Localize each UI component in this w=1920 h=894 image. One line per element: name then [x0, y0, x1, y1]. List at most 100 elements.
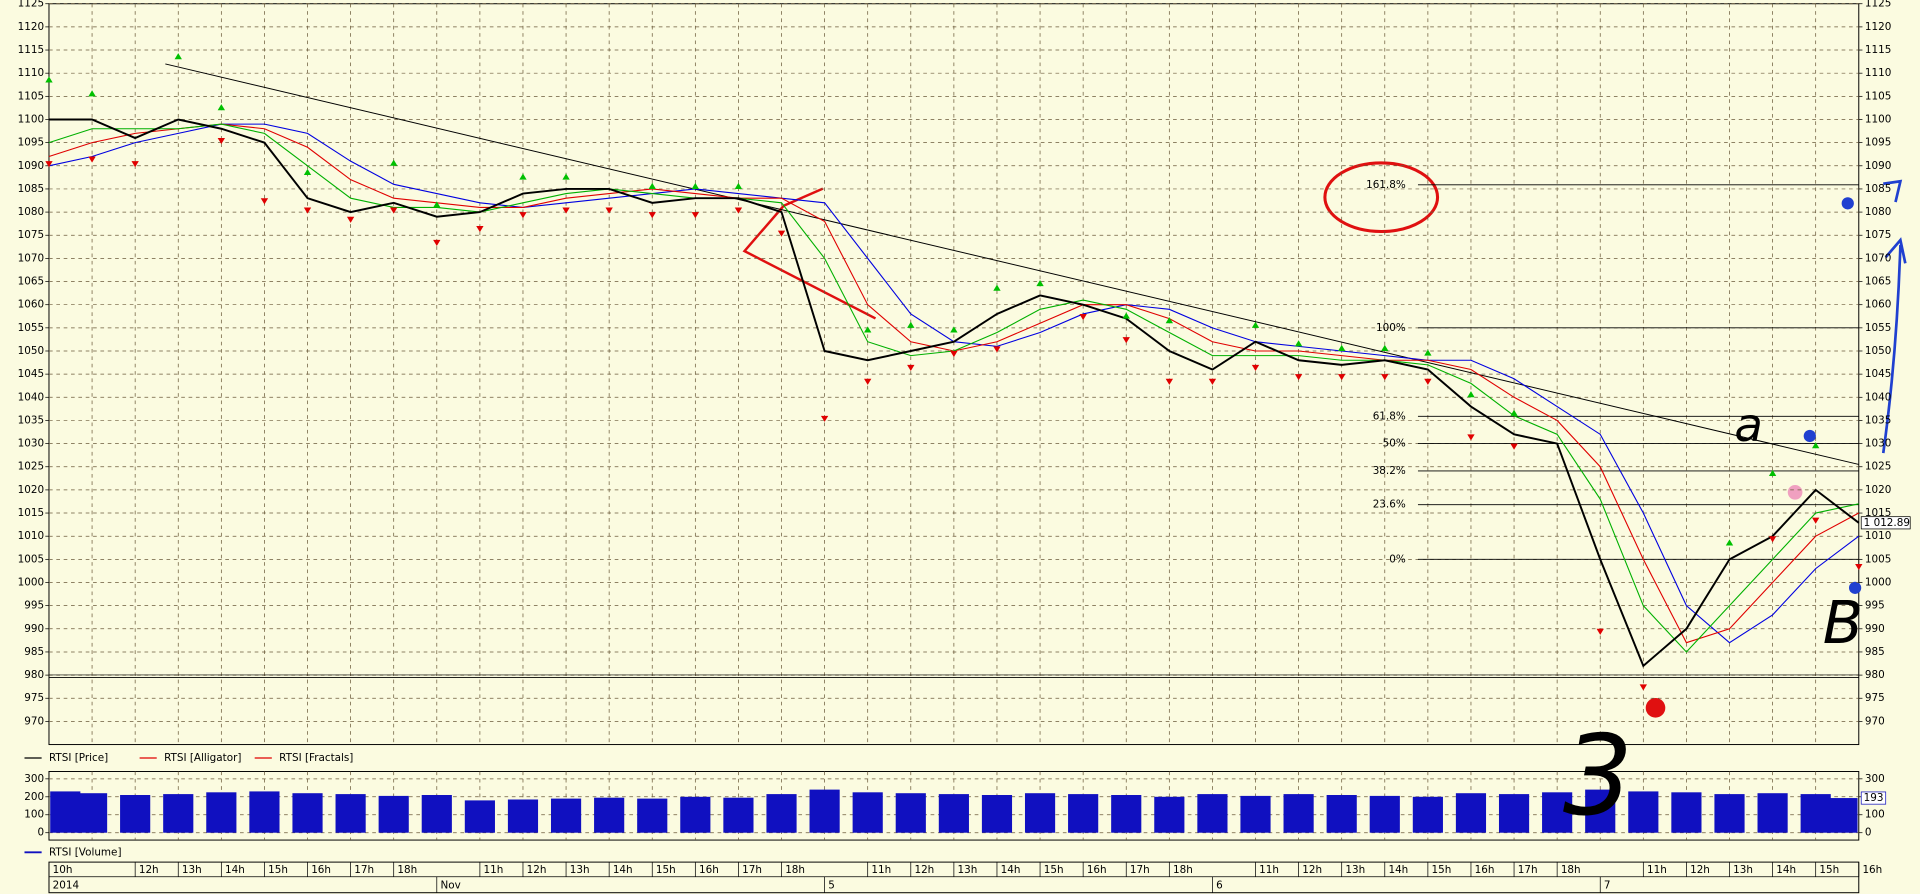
- last-volume-label: 193: [1864, 792, 1884, 804]
- fractal-up: [1251, 321, 1260, 328]
- x-tick-label: 18h: [1561, 864, 1581, 876]
- volume-bar: [938, 794, 969, 833]
- fib-label: 23.6%: [1373, 499, 1406, 511]
- fractal-up: [648, 182, 656, 189]
- fractal-down: [562, 207, 570, 214]
- y-tick-label: 1045: [18, 368, 44, 380]
- x-tick-label: 17h: [742, 864, 762, 876]
- y-tick-label: 1080: [18, 206, 44, 218]
- x-tick-label: 17h: [1518, 864, 1538, 876]
- y-tick-label: 1035: [18, 414, 44, 426]
- y-tick-label: 300: [24, 773, 44, 785]
- y-tick-label: 1015: [1865, 507, 1891, 519]
- volume-bar: [809, 789, 840, 833]
- fractal-up: [562, 173, 570, 180]
- fractal-down: [1768, 536, 1777, 543]
- legend-label: RTSI [Fractals]: [279, 752, 353, 764]
- fractal-down: [648, 212, 656, 219]
- y-tick-label: 1095: [18, 137, 44, 149]
- date-label: 5: [828, 879, 835, 891]
- y-tick-label: 1025: [1865, 461, 1891, 473]
- fractal-down: [390, 207, 398, 214]
- fractal-down: [1467, 434, 1475, 441]
- x-tick-label: 11h: [1259, 864, 1279, 876]
- fractal-up: [174, 53, 182, 60]
- date-label: 7: [1604, 879, 1611, 891]
- x-tick-label: 16h: [1862, 864, 1882, 876]
- y-tick-label: 300: [1865, 773, 1885, 785]
- x-tick-label: 12h: [527, 864, 547, 876]
- x-tick-label: 15h: [268, 864, 288, 876]
- x-tick-label: 13h: [182, 864, 202, 876]
- annotation: B: [1823, 588, 1863, 657]
- legend-label: RTSI [Volume]: [49, 846, 122, 858]
- volume-bar: [1068, 794, 1099, 833]
- x-tick-label: 16h: [1087, 864, 1107, 876]
- fractal-up: [88, 90, 96, 97]
- volume-bar: [1757, 793, 1788, 833]
- x-tick-label: 14h: [1001, 864, 1021, 876]
- y-tick-label: 1045: [1865, 368, 1891, 380]
- fractal-down: [605, 207, 613, 214]
- fractal-down: [820, 415, 829, 422]
- last-value-label: 1 012.89: [1864, 517, 1910, 529]
- fractal-down: [45, 161, 53, 168]
- y-tick-label: 1005: [18, 553, 44, 565]
- fractal-up: [303, 168, 312, 176]
- volume-bar: [120, 795, 151, 833]
- y-tick-label: 1050: [1865, 345, 1891, 357]
- volume-bar: [1197, 794, 1228, 833]
- volume-bar: [76, 793, 108, 833]
- volume-bar: [723, 797, 754, 833]
- fractal-up: [1768, 469, 1777, 477]
- fractal-up: [1036, 280, 1044, 287]
- y-tick-label: 1030: [1865, 438, 1891, 450]
- y-tick-label: 970: [24, 715, 44, 727]
- fib-label: 50%: [1383, 438, 1406, 450]
- volume-bar: [680, 796, 711, 833]
- volume-bar: [1283, 794, 1314, 833]
- fractal-up: [907, 321, 915, 328]
- y-tick-label: 1095: [1865, 137, 1891, 149]
- volume-bar: [1240, 795, 1271, 833]
- fractal-down: [1381, 374, 1389, 381]
- date-label: 2014: [53, 879, 80, 891]
- y-tick-label: 1125: [1865, 0, 1891, 10]
- legend-label: RTSI [Price]: [49, 752, 108, 764]
- y-tick-label: 980: [1865, 669, 1885, 681]
- y-tick-label: 1030: [18, 438, 44, 450]
- x-tick-label: 17h: [1130, 864, 1150, 876]
- volume-bar: [1154, 796, 1185, 833]
- x-tick-label: 16h: [311, 864, 331, 876]
- fractal-up: [1122, 312, 1130, 319]
- volume-bar: [981, 795, 1013, 833]
- x-tick-label: 15h: [656, 864, 676, 876]
- volume-bar: [507, 799, 539, 833]
- y-tick-label: 1060: [1865, 299, 1891, 311]
- y-tick-label: 1085: [1865, 183, 1891, 195]
- fractal-down: [864, 378, 872, 385]
- volume-bar: [1412, 796, 1443, 833]
- y-tick-label: 100: [24, 809, 44, 821]
- y-tick-label: 1050: [18, 345, 44, 357]
- volume-bar: [1326, 795, 1357, 833]
- legend-label: RTSI [Alligator]: [164, 752, 241, 764]
- x-tick-label: 12h: [914, 864, 934, 876]
- fractal-down: [217, 138, 226, 145]
- fractal-down: [1208, 378, 1217, 385]
- fractal-up: [691, 182, 700, 189]
- fractal-down: [303, 207, 312, 214]
- annotation-stroke: [742, 187, 877, 320]
- annotation-dot: [1645, 698, 1666, 718]
- fractal-down: [950, 350, 958, 358]
- fib-label: 61.8%: [1373, 410, 1406, 422]
- fractal-down: [691, 212, 700, 219]
- x-tick-label: 13h: [1345, 864, 1365, 876]
- volume-bar: [163, 794, 194, 833]
- y-tick-label: 200: [24, 791, 44, 803]
- y-tick-label: 1070: [18, 252, 44, 264]
- x-tick-label: 11h: [484, 864, 504, 876]
- fractal-down: [346, 216, 355, 223]
- fractal-down: [260, 198, 269, 205]
- y-tick-label: 1065: [1865, 276, 1891, 288]
